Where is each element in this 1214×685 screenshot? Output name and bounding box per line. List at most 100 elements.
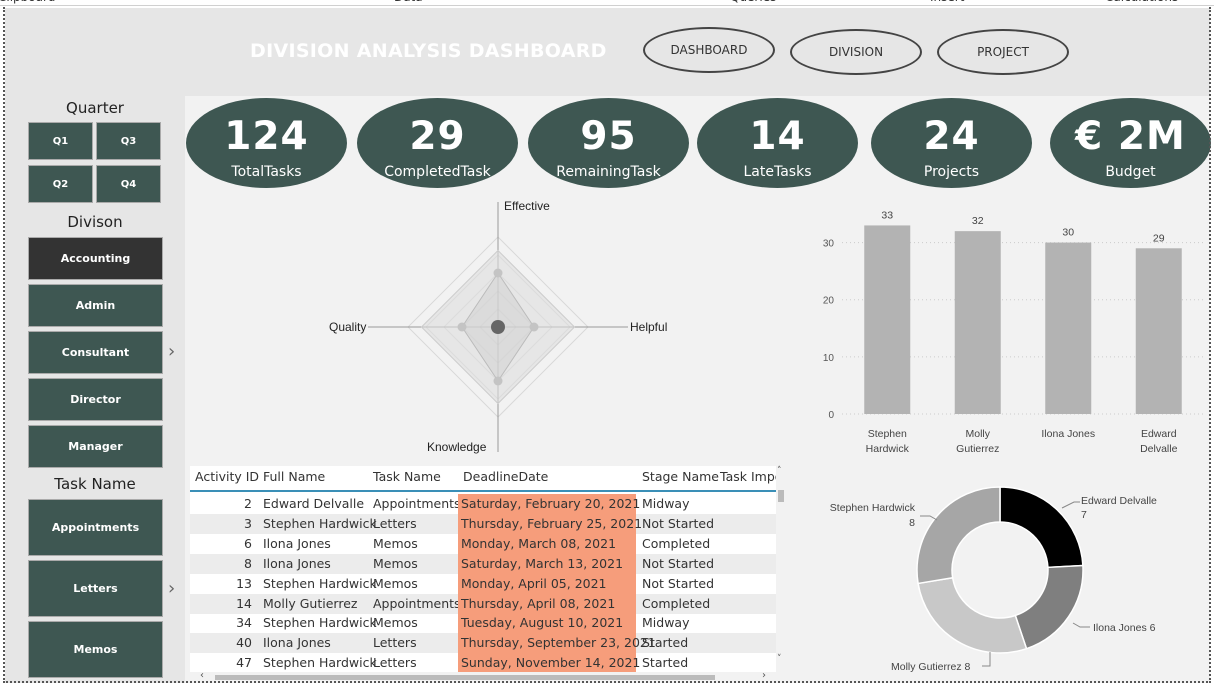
table-row[interactable]: 6 Ilona Jones Memos Monday, March 08, 2021 C… — [190, 533, 778, 554]
scroll-right-icon[interactable]: › — [762, 670, 766, 681]
table-row[interactable]: 34 Stephen Hardwick Memos Tuesday, August 1… — [190, 613, 778, 634]
donut-leader-line — [920, 515, 938, 521]
scroll-thumb[interactable] — [778, 490, 784, 502]
cell-full-name: Edward Delvalle — [263, 496, 365, 511]
kpi-completed-task: 29 CompletedTask — [357, 98, 518, 188]
cell-full-name: Ilona Jones — [263, 535, 331, 551]
task-appointments-button[interactable]: Appointments — [28, 499, 163, 556]
bar-category-label: Hardwick — [866, 443, 910, 455]
division-director-button[interactable]: Director — [28, 378, 163, 421]
cell-full-name: Ilona Jones — [263, 555, 331, 571]
quarter-q3-button[interactable]: Q3 — [96, 122, 161, 160]
donut-chart: Edward Delvalle 7 Ilona Jones 6 Molly Gutie… — [830, 486, 1157, 673]
kpi-projects-value: 24 — [923, 114, 980, 159]
page-title: DIVISION ANALYSIS DASHBOARD — [250, 40, 607, 62]
cell-activity-id: 6 — [244, 535, 252, 551]
quarter-q2-button[interactable]: Q2 — [28, 165, 93, 203]
scroll-up-icon[interactable]: ˄ — [777, 466, 782, 476]
bar-ytick-label: 10 — [823, 353, 835, 364]
col-stage-name[interactable]: Stage Name — [642, 469, 719, 484]
nav-division-button[interactable]: DIVISION — [790, 29, 922, 75]
table-row[interactable]: 14 Molly Gutierrez Appointments Thursday, A… — [190, 593, 778, 614]
table-vertical-scrollbar[interactable]: ˄ ˅ — [776, 466, 786, 676]
cell-stage-name: Midway — [642, 496, 690, 511]
kpi-budget-label: Budget — [1105, 164, 1156, 180]
kpi-total-tasks-value: 124 — [224, 114, 309, 159]
cell-full-name: Stephen Hardwick — [263, 515, 377, 531]
cell-full-name: Ilona Jones — [263, 635, 331, 651]
cell-deadline-date: Monday, March 08, 2021 — [458, 533, 636, 554]
table-row[interactable]: 47 Stephen Hardwick Letters Sunday, Novembe… — [190, 653, 778, 674]
cell-task-name: Letters — [373, 515, 417, 531]
col-full-name[interactable]: Full Name — [263, 469, 326, 484]
division-consultant-button[interactable]: Consultant — [28, 331, 163, 374]
task-memos-button[interactable]: Memos — [28, 621, 163, 678]
ribbon-item-calculations[interactable]: Calculations — [1105, 0, 1178, 4]
nav-project-button[interactable]: PROJECT — [937, 29, 1069, 75]
col-task-name[interactable]: Task Name — [373, 469, 441, 484]
task-letters-button[interactable]: Letters — [28, 560, 163, 617]
table-row[interactable]: 40 Ilona Jones Letters Thursday, September … — [190, 633, 778, 654]
kpi-late-tasks-label: LateTasks — [743, 164, 812, 180]
kpi-remaining-task: 95 RemainingTask — [528, 98, 689, 188]
ribbon-item-insert[interactable]: Insert — [930, 0, 964, 4]
scroll-down-icon[interactable]: ˅ — [777, 654, 782, 664]
scroll-left-icon[interactable]: ‹ — [200, 670, 204, 681]
col-task-importance[interactable]: Task Impo — [720, 469, 783, 484]
bar-value-label: 32 — [972, 215, 984, 227]
cell-stage-name: Completed — [642, 595, 711, 611]
cell-deadline-date: Monday, April 05, 2021 — [458, 573, 636, 594]
col-deadline-date[interactable]: DeadlineDate — [463, 469, 549, 484]
quarter-q4-button[interactable]: Q4 — [96, 165, 161, 203]
kpi-completed-task-label: CompletedTask — [384, 164, 491, 180]
cell-deadline-date: Thursday, April 08, 2021 — [458, 593, 636, 614]
bar-ytick-label: 0 — [828, 410, 834, 421]
table-row[interactable]: 3 Stephen Hardwick Letters Thursday, Februa… — [190, 513, 778, 534]
ribbon-item-clipboard[interactable]: Clipboard — [0, 0, 55, 4]
ribbon-item-queries[interactable]: Queries — [730, 0, 776, 4]
bar-stephen-hardwick — [864, 225, 911, 414]
radar-point-knowledge — [493, 376, 503, 386]
ribbon-item-data[interactable]: Data — [394, 0, 423, 4]
cell-deadline-date: Sunday, November 14, 2021 — [458, 653, 640, 674]
bar-category-label: Ilona Jones — [1041, 428, 1095, 440]
table-header: Activity ID Full Name Task Name Deadline… — [190, 466, 783, 492]
nav-dashboard-button[interactable]: DASHBOARD — [643, 27, 775, 73]
hscroll-thumb[interactable] — [215, 675, 715, 680]
division-admin-button[interactable]: Admin — [28, 284, 163, 327]
division-scroll-chevron-icon[interactable]: › — [168, 341, 176, 362]
cell-stage-name: Not Started — [642, 575, 715, 591]
bar-chart: 0 10 20 30 33 Stephen Hardwick 32 Molly Gutierrez… — [823, 209, 1204, 455]
bar-value-label: 33 — [881, 209, 893, 221]
division-manager-button[interactable]: Manager — [28, 425, 163, 468]
radar-label-knowledge: Knowledge — [427, 440, 487, 454]
bar-edward-delvalle — [1135, 248, 1182, 414]
col-activity-id[interactable]: Activity ID — [195, 469, 260, 484]
bar-category-label: Stephen — [868, 428, 907, 440]
cell-stage-name: Not Started — [642, 515, 715, 531]
cell-full-name: Stephen Hardwick — [263, 615, 377, 631]
cell-task-name: Letters — [373, 655, 417, 671]
cell-activity-id: 2 — [244, 496, 252, 511]
cell-full-name: Stephen Hardwick — [263, 575, 377, 591]
cell-deadline-date: Thursday, September 23, 2021 — [458, 633, 656, 654]
donut-label-ilona-jones: Ilona Jones 6 — [1093, 622, 1156, 634]
donut-label-molly-gutierrez: Molly Gutierrez 8 — [891, 661, 971, 673]
table-horizontal-scrollbar[interactable]: ‹ › — [190, 670, 786, 683]
cell-task-name: Memos — [373, 575, 418, 591]
cell-activity-id: 14 — [236, 595, 252, 611]
radar-label-effective: Effective — [504, 199, 550, 213]
table-row[interactable]: 8 Ilona Jones Memos Saturday, March 13, 202… — [190, 553, 778, 574]
bar-value-label: 29 — [1153, 232, 1165, 244]
division-accounting-button[interactable]: Accounting — [28, 237, 163, 280]
radar-center-point — [491, 320, 505, 334]
kpi-budget-value: € 2M — [1075, 114, 1186, 159]
cell-task-name: Letters — [373, 635, 417, 651]
cell-stage-name: Midway — [642, 615, 690, 631]
task-scroll-chevron-icon[interactable]: › — [168, 578, 176, 599]
table-row[interactable]: 13 Stephen Hardwick Memos Monday, April 05,… — [190, 573, 778, 594]
bar-ytick-label: 20 — [823, 296, 835, 307]
quarter-q1-button[interactable]: Q1 — [28, 122, 93, 160]
table-row[interactable]: 2 Edward Delvalle Appointments Saturday, Fe… — [190, 494, 778, 514]
